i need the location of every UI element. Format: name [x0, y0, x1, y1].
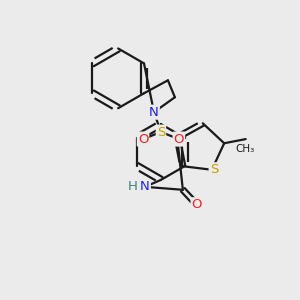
Text: N: N	[140, 180, 150, 193]
Text: O: O	[138, 133, 148, 146]
Text: CH₃: CH₃	[235, 144, 254, 154]
Text: S: S	[210, 163, 218, 176]
Text: S: S	[157, 126, 165, 139]
Text: N: N	[149, 106, 159, 119]
Text: H: H	[128, 180, 138, 193]
Text: O: O	[174, 133, 184, 146]
Text: O: O	[191, 198, 202, 211]
